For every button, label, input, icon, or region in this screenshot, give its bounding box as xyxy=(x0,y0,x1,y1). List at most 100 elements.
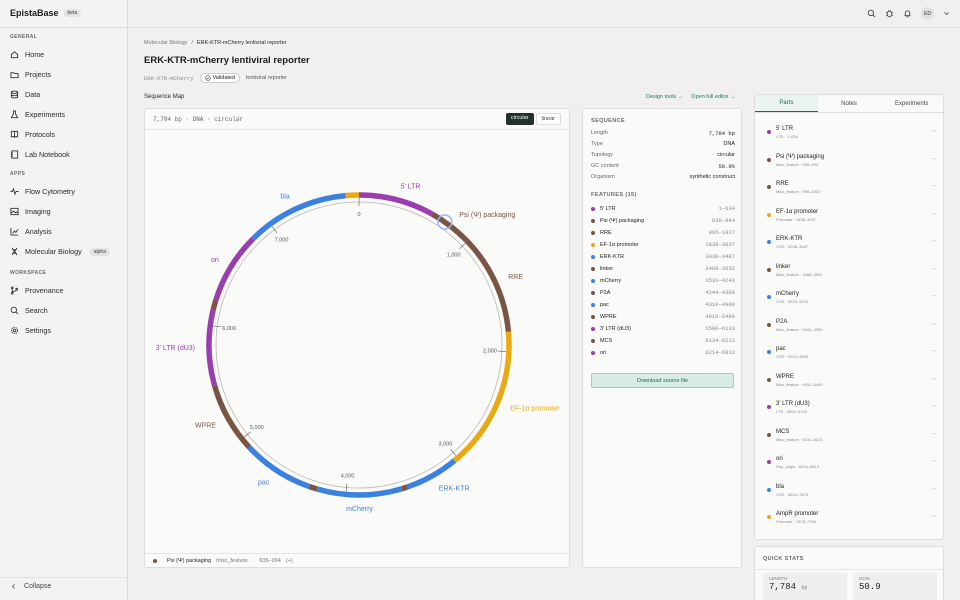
sidebar-item-data[interactable]: Data xyxy=(10,87,120,101)
part-item[interactable]: RRE Misc_feature · 995–1837 → xyxy=(767,181,937,201)
feature-row[interactable]: EF-1α promoter 1838–3037 xyxy=(591,241,735,248)
feature-row[interactable]: pac 4310–4909 xyxy=(591,301,735,308)
feature-row[interactable]: RRE 995–1837 xyxy=(591,229,735,236)
property-key: Length xyxy=(591,130,608,136)
sidebar-item-search[interactable]: Search xyxy=(10,303,120,317)
tab-experiments[interactable]: Experiments xyxy=(895,100,929,107)
feature-row[interactable]: 5' LTR 1–634 xyxy=(591,205,735,212)
feature-arc[interactable] xyxy=(211,384,252,450)
bell-icon[interactable] xyxy=(903,9,912,18)
sidebar-item-protocols[interactable]: Protocols xyxy=(10,127,120,141)
property-value: 7,784 bp xyxy=(708,130,735,137)
arrow-right-icon[interactable]: → xyxy=(930,209,937,217)
map-header: 7,784 bp · DNA · circular circular linea… xyxy=(145,109,569,130)
feature-arc[interactable] xyxy=(358,192,434,217)
feature-arc[interactable] xyxy=(251,192,346,241)
feature-arc[interactable] xyxy=(345,192,360,199)
part-item[interactable]: pac CDS · 4310–4909 → xyxy=(767,346,937,366)
search-icon[interactable] xyxy=(867,9,876,18)
dna-icon xyxy=(10,247,19,256)
feature-arc[interactable] xyxy=(206,308,218,387)
sidebar-item-molecular-biology[interactable]: Molecular Biology alpha xyxy=(10,245,120,259)
bug-icon[interactable] xyxy=(885,9,894,18)
part-item[interactable]: ERK-KTR CDS · 3038–3487 → xyxy=(767,236,937,256)
feature-row[interactable]: MCS 6134–6213 xyxy=(591,337,735,344)
plasmid-map[interactable]: 0 1,000 2,000 3,000 4,000 5,000 6,000 7,000 5' L… xyxy=(145,130,569,555)
sidebar-item-settings[interactable]: Settings xyxy=(10,323,120,337)
feature-arc[interactable] xyxy=(308,483,318,492)
chevron-down-icon[interactable] xyxy=(943,10,950,17)
feature-row[interactable]: WPRE 4910–5499 xyxy=(591,313,735,320)
sidebar-item-imaging[interactable]: Imaging xyxy=(10,204,120,218)
design-tools-link[interactable]: Design tools → xyxy=(646,94,684,100)
feature-arc[interactable] xyxy=(213,236,256,302)
feature-arc[interactable] xyxy=(210,299,219,311)
part-item[interactable]: 3' LTR (dU3) LTR · 5500–6133 → xyxy=(767,401,937,421)
feature-arc[interactable] xyxy=(452,331,512,463)
part-item[interactable]: Psi (Ψ) packaging Misc_feature · 635–994 → xyxy=(767,154,937,174)
feature-arc[interactable] xyxy=(401,484,409,492)
sidebar-item-home[interactable]: Home xyxy=(10,47,120,61)
arrow-right-icon[interactable]: → xyxy=(930,264,937,272)
feature-row[interactable]: ori 6214–6813 xyxy=(591,349,735,356)
feature-row[interactable]: 3' LTR (dU3) 5500–6133 xyxy=(591,325,735,332)
feature-row[interactable]: P2A 4244–4309 xyxy=(591,289,735,296)
sidebar-item-provenance[interactable]: Provenance xyxy=(10,283,120,297)
part-item[interactable]: EF-1α promoter Promoter · 1838–3037 → xyxy=(767,209,937,229)
arrow-right-icon[interactable]: → xyxy=(930,347,937,354)
part-item[interactable]: AmpR promoter Promoter · 7675–7784 → xyxy=(767,511,937,531)
tick-label: 2,000 xyxy=(483,349,497,355)
tab-notes[interactable]: Notes xyxy=(841,100,857,107)
arrow-right-icon[interactable]: → xyxy=(930,182,937,189)
part-item[interactable]: bla CDS · 6814–7674 → xyxy=(767,484,937,504)
arrow-right-icon[interactable]: → xyxy=(930,457,937,464)
feature-arc[interactable] xyxy=(316,486,403,498)
circular-toggle[interactable]: circular xyxy=(505,113,534,125)
sidebar-item-experiments[interactable]: Experiments xyxy=(10,107,120,121)
part-range: 995–1837 xyxy=(802,189,821,194)
feature-arc[interactable] xyxy=(464,238,512,333)
arrow-right-icon[interactable]: → xyxy=(930,237,937,244)
feature-row[interactable]: linker 3488–3532 xyxy=(591,265,735,272)
sidebar-item-label: Imaging xyxy=(25,206,51,216)
part-item[interactable]: linker Misc_feature · 3488–3532 → xyxy=(767,264,937,284)
download-source-button[interactable]: Download source file xyxy=(591,373,734,388)
sequence-property-row: Organism synthetic construct xyxy=(591,174,735,180)
feature-row[interactable]: mCherry 3533–4243 xyxy=(591,277,735,284)
part-kind: Misc_feature xyxy=(776,436,799,442)
arrow-right-icon[interactable]: → xyxy=(930,484,937,492)
arrow-right-icon[interactable]: → xyxy=(930,512,937,519)
arrow-right-icon[interactable]: → xyxy=(930,429,937,437)
sidebar-item-analysis[interactable]: Analysis xyxy=(10,225,120,239)
part-item[interactable]: P2A Misc_feature · 4244–4309 → xyxy=(767,319,937,339)
arrow-right-icon[interactable]: → xyxy=(930,402,937,409)
feature-arc[interactable] xyxy=(406,458,457,490)
arrow-right-icon[interactable]: → xyxy=(930,319,937,327)
feature-row[interactable]: Psi (Ψ) packaging 635–994 xyxy=(591,217,735,224)
part-item[interactable]: ori Rep_origin · 6214–6813 → xyxy=(767,456,937,476)
feature-arc[interactable] xyxy=(247,445,311,490)
feature-row[interactable]: ERK-KTR 3038–3487 xyxy=(591,253,735,260)
part-range: 4310–4909 xyxy=(788,354,809,359)
sidebar-item-projects[interactable]: Projects xyxy=(10,67,120,81)
sidebar-item-lab-notebook[interactable]: Lab Notebook xyxy=(10,147,120,161)
linear-toggle[interactable]: linear xyxy=(535,113,561,125)
sidebar-item-flow-cytometry[interactable]: Flow Cytometry xyxy=(10,184,120,198)
part-item[interactable]: 5' LTR LTR · 1–634 → xyxy=(767,126,937,146)
arrow-right-icon[interactable]: → xyxy=(930,292,937,299)
open-full-editor-link[interactable]: Open full editor → xyxy=(691,94,736,100)
brand[interactable]: EpistaBase beta xyxy=(10,8,82,18)
tab-parts[interactable]: Parts xyxy=(755,95,818,112)
collapse-button[interactable]: Collapse xyxy=(10,583,51,590)
breadcrumb-parent[interactable]: Molecular Biology xyxy=(144,40,188,46)
avatar[interactable]: ED xyxy=(921,7,934,20)
part-item[interactable]: mCherry CDS · 3533–4243 → xyxy=(767,291,937,311)
arrow-right-icon[interactable]: → xyxy=(930,154,937,162)
part-item[interactable]: MCS Misc_feature · 6134–6213 → xyxy=(767,429,937,449)
arrow-right-icon[interactable]: → xyxy=(930,374,937,382)
database-icon xyxy=(10,90,19,99)
part-item[interactable]: WPRE Misc_feature · 4910–5499 → xyxy=(767,374,937,394)
arrow-right-icon[interactable]: → xyxy=(930,127,937,134)
part-range: 6814–7674 xyxy=(788,491,809,497)
divider xyxy=(0,27,128,28)
